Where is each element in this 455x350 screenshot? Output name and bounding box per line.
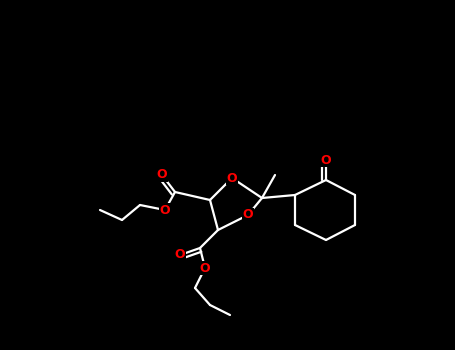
Text: O: O	[175, 248, 185, 261]
Text: O: O	[321, 154, 331, 167]
Text: O: O	[243, 209, 253, 222]
Text: O: O	[227, 172, 238, 184]
Text: O: O	[157, 168, 167, 182]
Text: O: O	[160, 203, 170, 217]
Text: O: O	[200, 261, 210, 274]
